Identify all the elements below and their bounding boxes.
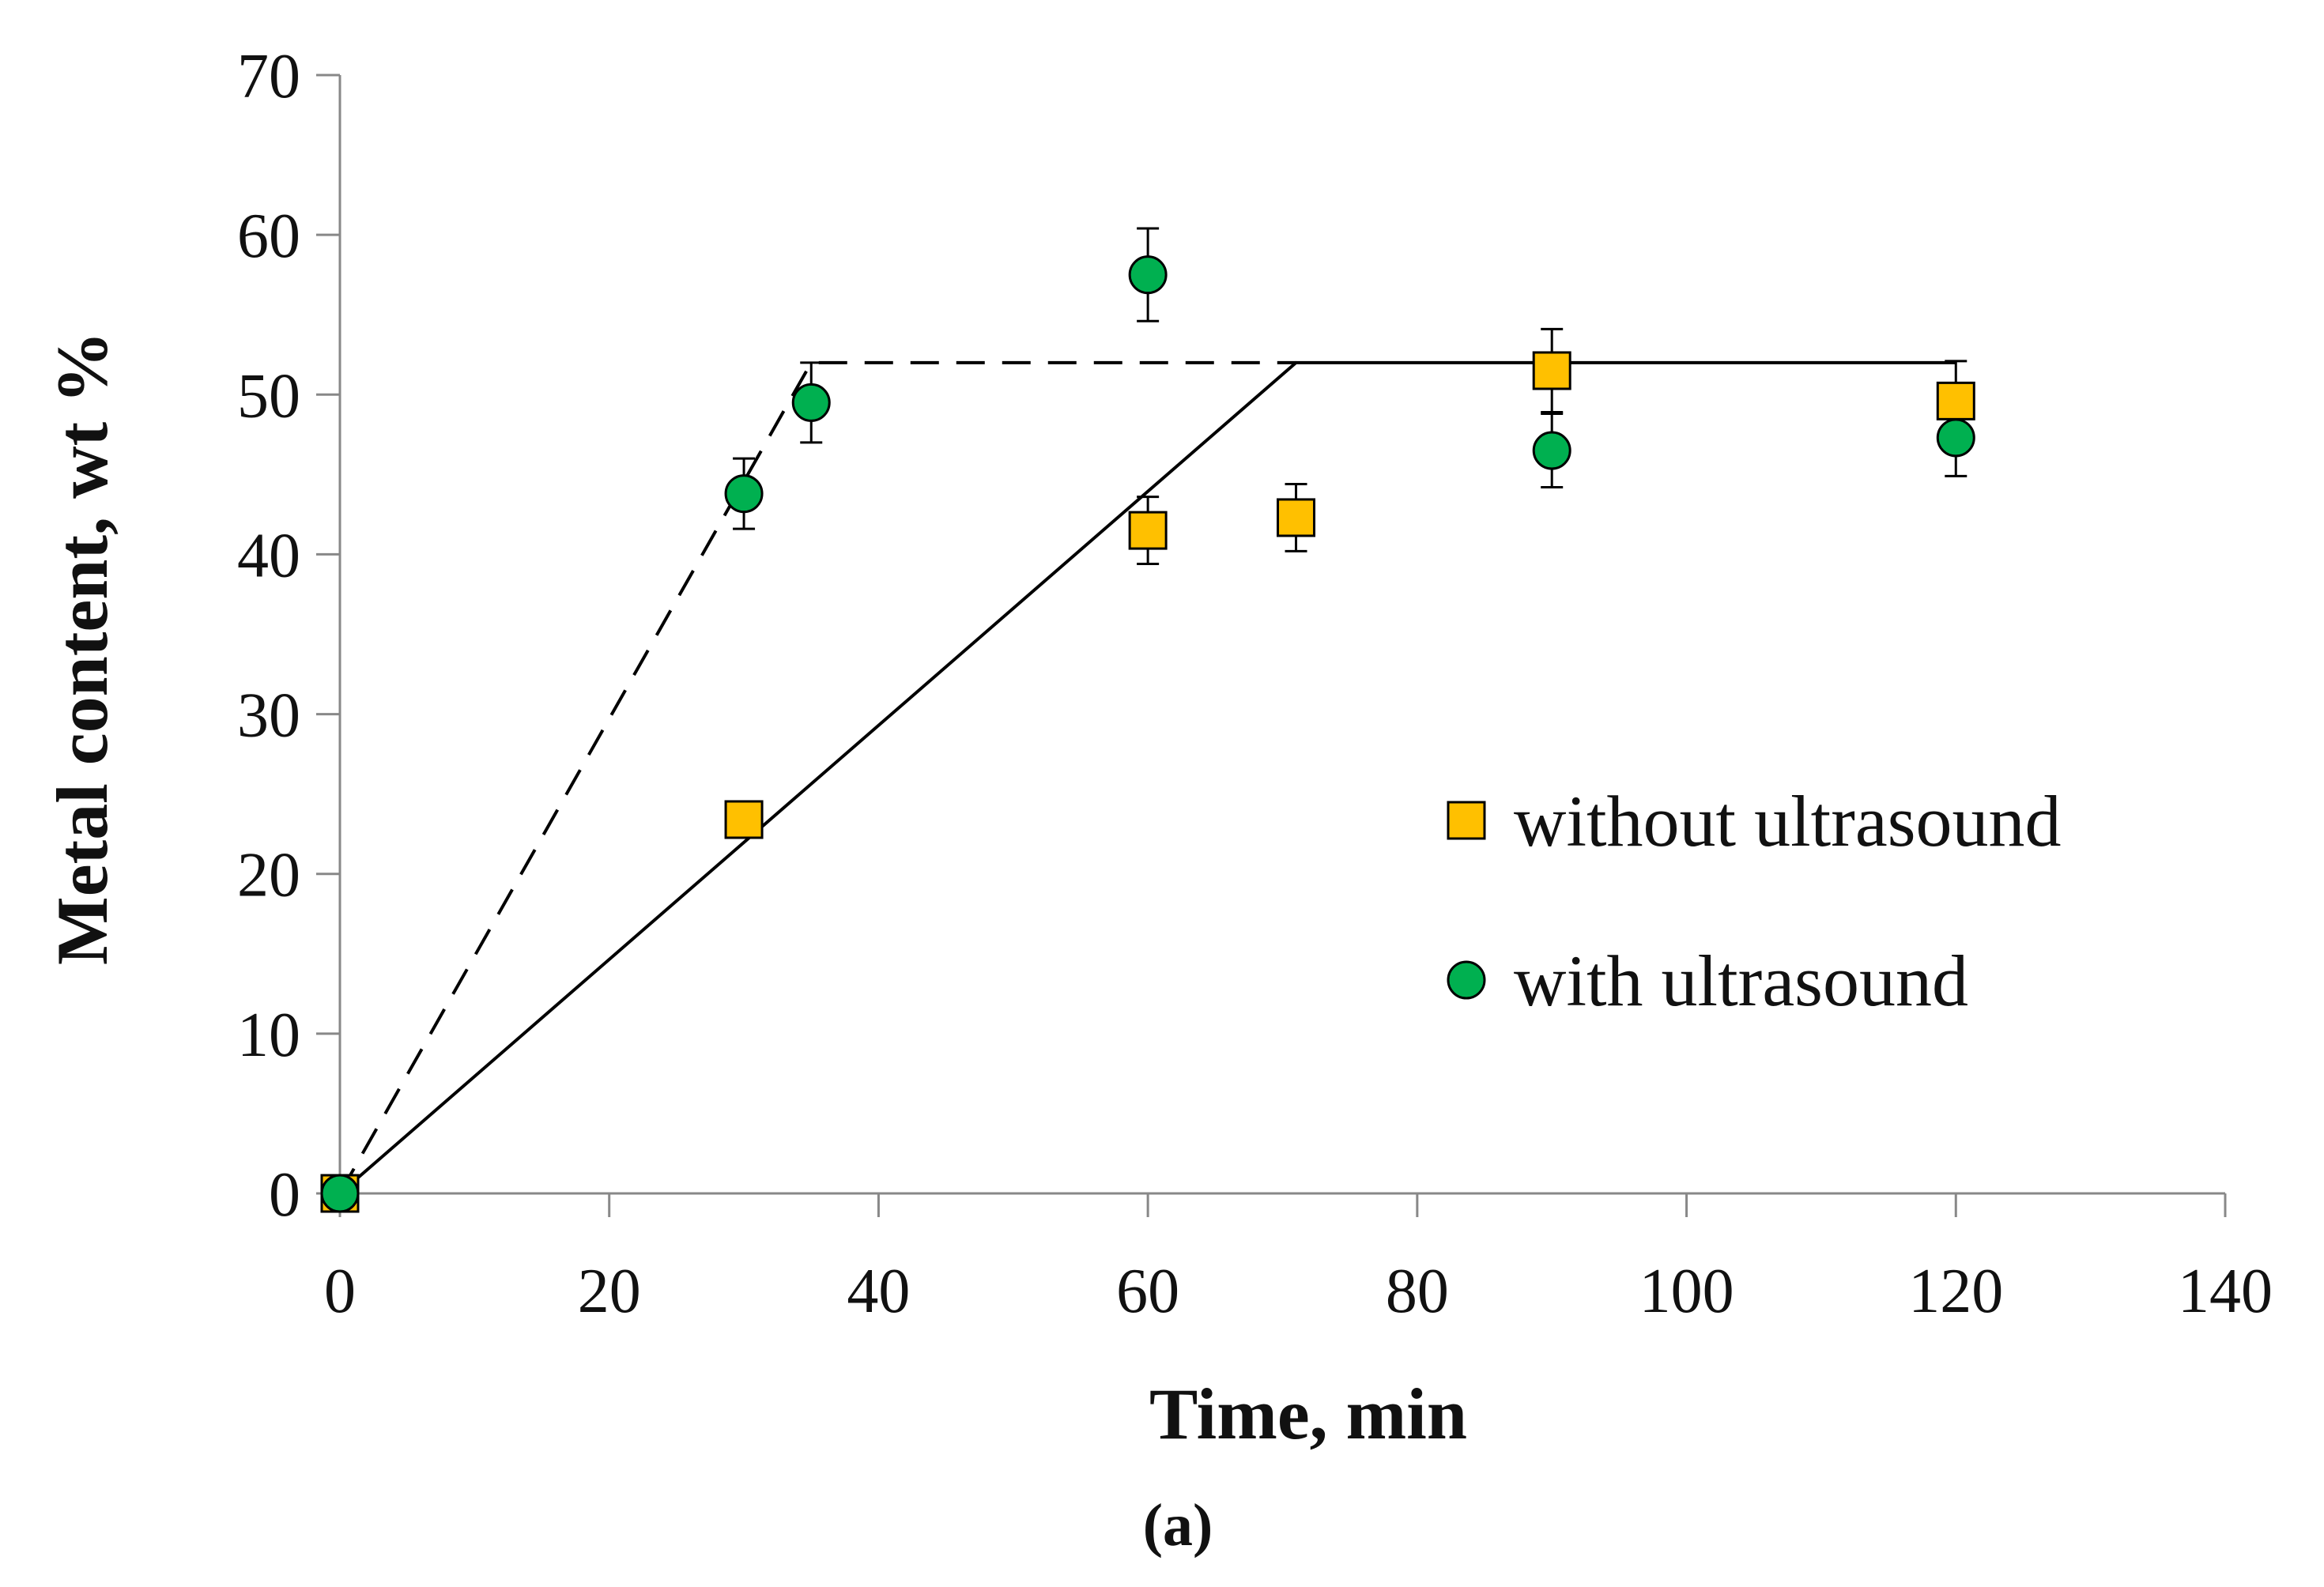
- square-marker: [724, 800, 764, 839]
- square-marker: [1936, 381, 1975, 420]
- y-tick-label: 40: [237, 521, 300, 590]
- circle-marker: [724, 474, 764, 514]
- y-tick-label: 20: [237, 841, 300, 910]
- square-marker: [1532, 351, 1571, 390]
- legend-label: without ultrasound: [1514, 781, 2062, 861]
- y-tick-label: 60: [237, 202, 300, 271]
- figure-caption: (a): [1143, 1492, 1213, 1559]
- circle-marker: [1128, 255, 1168, 295]
- square-marker: [1277, 498, 1316, 537]
- trend-lines: [338, 360, 1956, 1195]
- legend-square-icon: [1447, 801, 1486, 840]
- error-bars: [733, 227, 1967, 566]
- y-tick-label: 50: [237, 361, 300, 431]
- axes: [338, 75, 2225, 1195]
- x-tick-label: 0: [324, 1257, 356, 1326]
- x-tick-label: 20: [578, 1257, 641, 1326]
- x-tick-label: 140: [2178, 1257, 2273, 1326]
- circle-marker: [791, 383, 831, 422]
- y-tick-label: 70: [237, 42, 300, 111]
- x-tick-label: 100: [1639, 1257, 1734, 1326]
- x-tick-label: 60: [1116, 1257, 1179, 1326]
- x-tick-label: 80: [1386, 1257, 1449, 1326]
- circle-marker: [320, 1174, 360, 1213]
- y-tick-label: 0: [269, 1160, 300, 1230]
- y-axis-title: Metal content, wt %: [42, 331, 123, 965]
- trend-line-solid: [338, 360, 1956, 1195]
- legend-circle-icon: [1447, 960, 1486, 1000]
- legend: without ultrasound with ultrasound: [1447, 781, 2062, 1021]
- y-tick-label: 10: [237, 1001, 300, 1070]
- data-markers: [320, 255, 1975, 1213]
- legend-label: with ultrasound: [1514, 941, 1968, 1021]
- ticks: 0 10 20 30 40 50 60 70 0 20 40 60 80 100 120 140: [237, 42, 2273, 1326]
- circle-marker: [1532, 431, 1571, 470]
- y-tick-label: 30: [237, 681, 300, 751]
- circle-marker: [1936, 418, 1975, 458]
- x-tick-label: 120: [1908, 1257, 2003, 1326]
- square-marker: [1128, 511, 1168, 550]
- x-axis-title: Time, min: [1149, 1374, 1467, 1454]
- x-tick-label: 40: [847, 1257, 910, 1326]
